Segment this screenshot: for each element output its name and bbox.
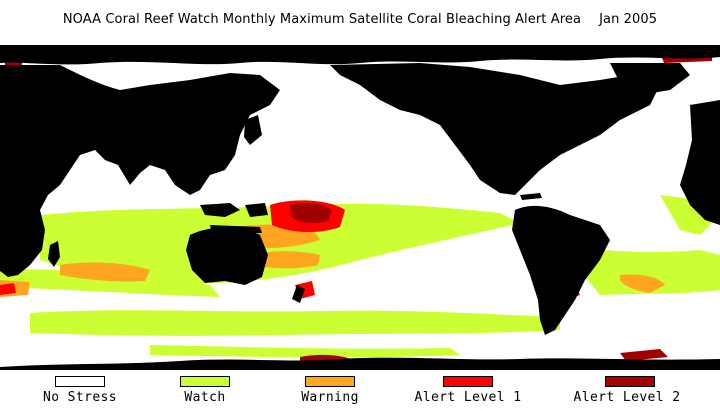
legend-swatch-watch	[180, 376, 230, 387]
legend-label-watch: Watch	[184, 390, 226, 405]
world-map	[0, 45, 720, 370]
land-masses	[0, 45, 720, 370]
legend-swatch-alert-level-2	[605, 376, 655, 387]
title-date: Jan 2005	[599, 12, 658, 27]
legend-label-warning: Warning	[301, 390, 359, 405]
legend-swatch-no-stress	[55, 376, 105, 387]
legend-label-alert-level-1: Alert Level 1	[414, 390, 522, 405]
title-text: NOAA Coral Reef Watch Monthly Maximum Sa…	[62, 12, 582, 27]
legend-swatch-warning	[305, 376, 355, 387]
legend-label-alert-level-2: Alert Level 2	[573, 390, 681, 405]
map-title: NOAA Coral Reef Watch Monthly Maximum Sa…	[0, 12, 720, 27]
legend: No Stress Watch Warning Alert Level 1 Al…	[0, 372, 720, 411]
legend-label-no-stress: No Stress	[42, 390, 118, 405]
legend-swatch-alert-level-1	[443, 376, 493, 387]
